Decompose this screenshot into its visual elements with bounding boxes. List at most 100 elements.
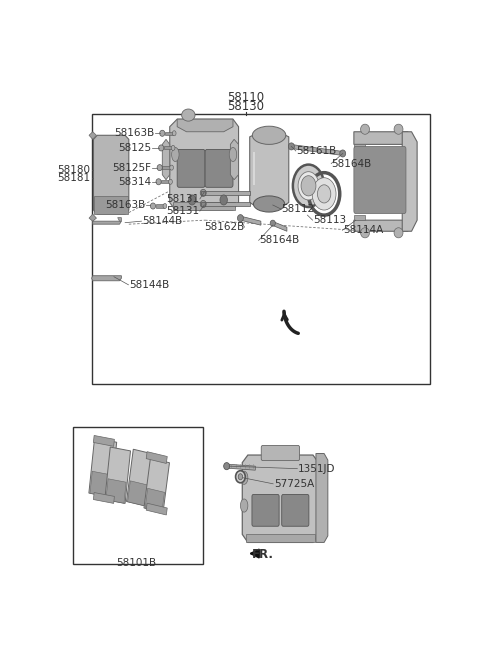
Text: FR.: FR. [252,548,274,561]
Polygon shape [93,221,121,224]
FancyBboxPatch shape [354,146,406,214]
Text: 58163B: 58163B [115,129,155,138]
Polygon shape [316,453,328,543]
Polygon shape [92,276,121,281]
Ellipse shape [253,196,285,212]
Polygon shape [354,220,410,232]
Polygon shape [105,447,131,503]
Text: 58163B: 58163B [105,200,145,210]
Ellipse shape [200,190,206,196]
FancyBboxPatch shape [261,445,300,461]
Text: 58181: 58181 [58,173,91,183]
Ellipse shape [394,228,403,238]
Polygon shape [162,139,170,180]
Ellipse shape [298,172,319,200]
Polygon shape [93,218,96,221]
Polygon shape [94,436,114,446]
Polygon shape [145,488,165,512]
Ellipse shape [220,195,228,205]
Ellipse shape [172,131,176,136]
FancyBboxPatch shape [282,495,309,526]
FancyBboxPatch shape [252,495,279,526]
Polygon shape [240,216,261,225]
Text: 58314: 58314 [118,176,151,187]
Text: 1351JD: 1351JD [298,464,336,474]
Ellipse shape [238,474,243,480]
Text: 58101B: 58101B [116,558,156,567]
Text: 58130: 58130 [228,100,264,113]
Polygon shape [127,449,154,506]
Bar [92,114,430,384]
Ellipse shape [240,471,248,484]
Ellipse shape [240,499,248,512]
Polygon shape [89,132,96,139]
FancyBboxPatch shape [205,150,233,188]
Ellipse shape [394,124,403,134]
Polygon shape [170,119,239,210]
Polygon shape [253,152,255,185]
Ellipse shape [288,143,294,150]
Ellipse shape [188,195,196,205]
Ellipse shape [158,145,164,151]
Ellipse shape [163,203,167,209]
Ellipse shape [170,165,173,170]
Text: 58113: 58113 [313,215,346,225]
Text: 58144B: 58144B [142,216,182,226]
Polygon shape [128,481,148,506]
Polygon shape [202,191,205,195]
Ellipse shape [252,126,286,144]
Text: 58131: 58131 [167,206,200,216]
Ellipse shape [236,471,245,483]
Bar [73,427,203,564]
Text: 58180: 58180 [58,165,91,174]
Ellipse shape [301,176,316,196]
Ellipse shape [360,228,370,238]
Polygon shape [89,438,117,497]
Polygon shape [97,138,126,211]
Text: 58114A: 58114A [343,225,383,236]
Ellipse shape [270,220,276,226]
Ellipse shape [168,179,172,184]
Text: 58125F: 58125F [112,163,151,173]
Polygon shape [94,196,128,214]
Polygon shape [146,452,167,463]
Ellipse shape [340,150,346,157]
Ellipse shape [293,165,324,207]
Polygon shape [177,119,233,132]
Text: 58125: 58125 [118,143,151,153]
Polygon shape [89,214,96,221]
Polygon shape [106,479,126,503]
Polygon shape [164,146,172,150]
Text: 58112: 58112 [281,204,314,214]
Polygon shape [230,139,239,180]
Polygon shape [250,134,289,206]
Polygon shape [290,144,343,155]
Ellipse shape [181,109,195,121]
Ellipse shape [229,148,237,161]
Polygon shape [118,218,121,221]
Polygon shape [354,132,410,144]
Ellipse shape [200,201,206,207]
Ellipse shape [157,165,162,171]
Ellipse shape [172,148,179,161]
Polygon shape [162,166,171,169]
Ellipse shape [224,462,229,470]
Ellipse shape [312,178,336,210]
Polygon shape [173,203,235,210]
Polygon shape [272,221,287,232]
Polygon shape [161,180,170,183]
Text: 58144B: 58144B [129,280,169,290]
Polygon shape [146,503,167,515]
Polygon shape [402,132,417,232]
Polygon shape [94,493,114,503]
Polygon shape [203,191,250,195]
Polygon shape [94,135,129,214]
Text: 58162B: 58162B [204,222,244,232]
Text: 58131: 58131 [167,194,200,204]
Text: 58161B: 58161B [296,146,336,156]
Text: 58164B: 58164B [259,236,299,245]
Polygon shape [354,144,365,150]
Polygon shape [242,455,319,543]
FancyBboxPatch shape [177,150,205,188]
Polygon shape [202,202,205,206]
